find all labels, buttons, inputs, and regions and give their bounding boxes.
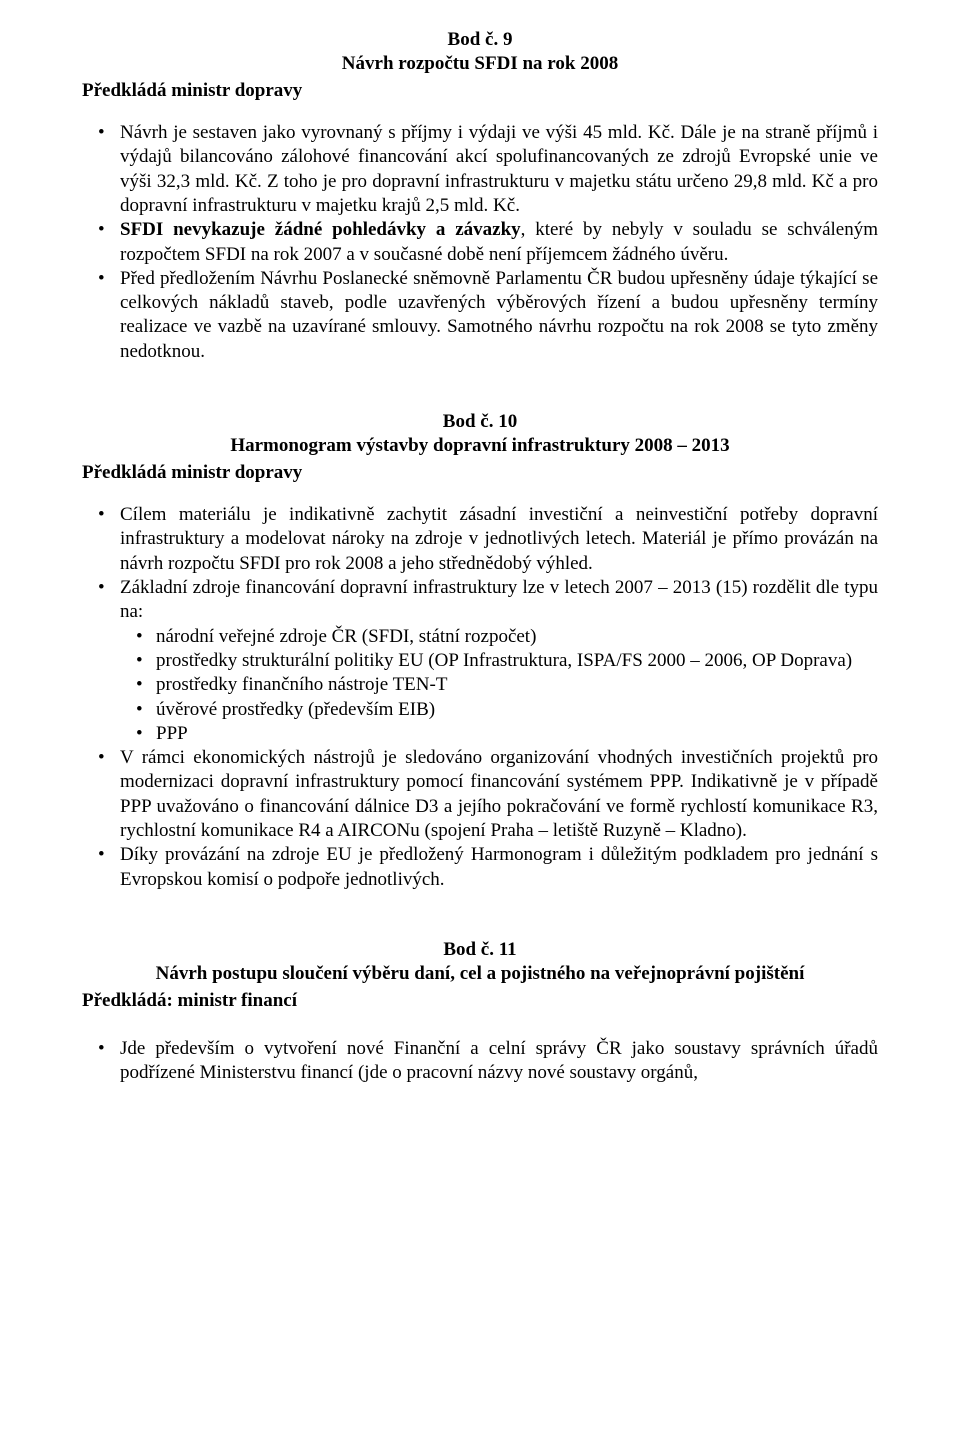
text: PPP	[156, 723, 188, 744]
list-item: Jde především o vytvoření nové Finanční …	[82, 1037, 878, 1086]
text: prostředky strukturální politiky EU (OP …	[156, 650, 852, 671]
text: Před předložením Návrhu Poslanecké sněmo…	[120, 268, 878, 362]
text: Základní zdroje financování dopravní inf…	[120, 577, 878, 622]
text: Díky provázání na zdroje EU je předložen…	[120, 844, 878, 889]
section-11-title: Návrh postupu sloučení výběru daní, cel …	[82, 962, 878, 986]
section-10-heading: Bod č. 10	[82, 410, 878, 434]
document-page: Bod č. 9 Návrh rozpočtu SFDI na rok 2008…	[0, 0, 960, 1446]
text: Cílem materiálu je indikativně zachytit …	[120, 504, 878, 574]
text-bold: SFDI nevykazuje žádné pohledávky a závaz…	[120, 219, 521, 240]
section-9-list: Návrh je sestaven jako vyrovnaný s příjm…	[82, 121, 878, 364]
section-11-list: Jde především o vytvoření nové Finanční …	[82, 1037, 878, 1086]
section-10-list: Cílem materiálu je indikativně zachytit …	[82, 503, 878, 892]
text: úvěrové prostředky (především EIB)	[156, 699, 435, 720]
list-item: PPP	[120, 722, 878, 746]
list-item: prostředky strukturální politiky EU (OP …	[120, 649, 878, 673]
section-11-heading: Bod č. 11	[82, 938, 878, 962]
text: národní veřejné zdroje ČR (SFDI, státní …	[156, 626, 536, 647]
section-9-title: Návrh rozpočtu SFDI na rok 2008	[82, 52, 878, 76]
section-10-presenter: Předkládá ministr dopravy	[82, 461, 878, 485]
list-item: Před předložením Návrhu Poslanecké sněmo…	[82, 267, 878, 364]
section-11-presenter: Předkládá: ministr financí	[82, 989, 878, 1013]
list-item: V rámci ekonomických nástrojů je sledová…	[82, 746, 878, 843]
list-item: Návrh je sestaven jako vyrovnaný s příjm…	[82, 121, 878, 218]
list-item: národní veřejné zdroje ČR (SFDI, státní …	[120, 625, 878, 649]
list-item: Cílem materiálu je indikativně zachytit …	[82, 503, 878, 576]
section-10-sublist: národní veřejné zdroje ČR (SFDI, státní …	[120, 625, 878, 747]
list-item: prostředky finančního nástroje TEN-T	[120, 673, 878, 697]
list-item: Díky provázání na zdroje EU je předložen…	[82, 843, 878, 892]
list-item: Základní zdroje financování dopravní inf…	[82, 576, 878, 746]
section-9-presenter: Předkládá ministr dopravy	[82, 79, 878, 103]
list-item: SFDI nevykazuje žádné pohledávky a závaz…	[82, 218, 878, 267]
text: prostředky finančního nástroje TEN-T	[156, 674, 447, 695]
list-item: úvěrové prostředky (především EIB)	[120, 698, 878, 722]
section-10-title: Harmonogram výstavby dopravní infrastruk…	[82, 434, 878, 458]
section-9-heading: Bod č. 9	[82, 28, 878, 52]
text: V rámci ekonomických nástrojů je sledová…	[120, 747, 878, 841]
text: Návrh je sestaven jako vyrovnaný s příjm…	[120, 122, 878, 216]
text: Jde především o vytvoření nové Finanční …	[120, 1038, 878, 1083]
